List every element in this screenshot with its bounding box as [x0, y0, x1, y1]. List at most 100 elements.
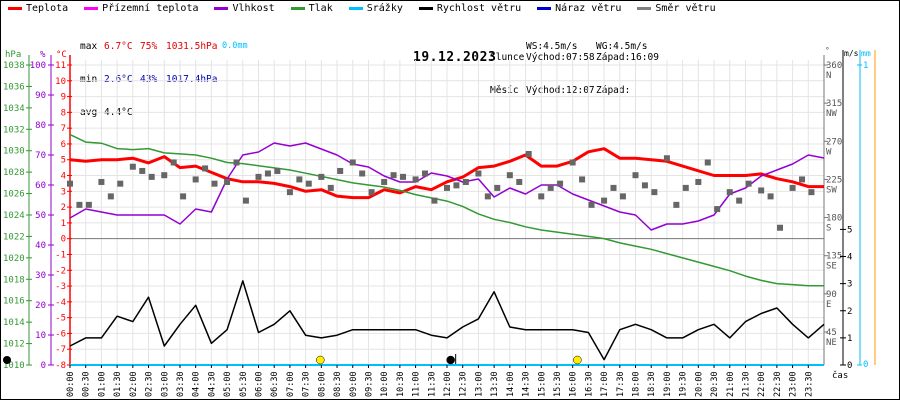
wind-speed-tick-label: 5 [847, 225, 852, 235]
legend-swatch [637, 7, 652, 10]
direction-point [641, 182, 648, 189]
direction-point [192, 176, 199, 183]
direction-point [390, 172, 397, 179]
direction-point [682, 184, 689, 191]
x-tick-label: 23:00 [789, 371, 799, 397]
x-tick-label: 09:30 [364, 371, 374, 397]
direction-point [381, 178, 388, 185]
legend-label: Vlhkost [232, 3, 275, 14]
x-tick-label: 12:30 [459, 371, 469, 397]
direction-point [808, 189, 815, 196]
pressure-tick-label: 1012 [3, 340, 25, 350]
x-tick-label: 10:00 [380, 371, 390, 397]
min-pressure: 1017.4hPa [166, 74, 218, 85]
direction-point [494, 184, 501, 191]
direction-point [695, 178, 702, 185]
x-tick-label: 14:30 [522, 371, 532, 397]
temperature-tick-label: -2 [55, 266, 66, 276]
legend-swatch [418, 7, 433, 10]
direction-point [767, 193, 774, 200]
temperature-tick-label: 3 [61, 187, 66, 197]
pressure-tick-label: 1032 [3, 125, 25, 135]
direction-tick-label: 45 [826, 328, 837, 338]
moonrise-time: Východ:12:07 [526, 85, 595, 96]
max-temp: 6.7°C [104, 41, 133, 52]
x-tick-label: 15:30 [553, 371, 563, 397]
direction-point [484, 193, 491, 200]
direction-point [327, 184, 334, 191]
teplota-line [69, 147, 824, 200]
direction-point [714, 206, 721, 213]
wind-speed-tick-label: 4 [847, 253, 852, 263]
direction-point [745, 180, 752, 187]
legend-label: Rychlost větru [436, 3, 522, 14]
pressure-tick-label: 1024 [3, 211, 25, 221]
wind-speed-tick-label: 1 [847, 334, 852, 344]
rain-tick-label: 0 [863, 360, 868, 370]
legend-item: Tlak [290, 3, 333, 14]
direction-tick-label: 225 [826, 175, 842, 185]
pressure-tick-label: 1022 [3, 232, 25, 242]
direction-point [286, 189, 293, 196]
max-rain: 0.0mm [222, 41, 248, 51]
moonrise-marker [446, 355, 455, 365]
x-tick-label: 05:00 [223, 371, 233, 397]
x-tick-label: 11:30 [427, 371, 437, 397]
direction-tick-name: SW [826, 185, 837, 195]
pressure-tick-label: 1016 [3, 297, 25, 307]
direction-point [422, 170, 429, 177]
sunset-marker [573, 355, 582, 365]
direction-point [547, 184, 554, 191]
legend-label: Směr větru [655, 3, 716, 14]
temperature-tick-label: 8 [61, 108, 66, 118]
pressure-tick-label: 1026 [3, 190, 25, 200]
wind-speed-axis-label: m/s [844, 49, 859, 58]
x-tick-label: 17:00 [600, 371, 610, 397]
direction-point [789, 184, 796, 191]
x-tick-label: 14:00 [506, 371, 516, 397]
x-tick-label: 23:30 [804, 371, 814, 397]
direction-tick-name: S [826, 224, 831, 234]
sun-label: Slunce [490, 52, 525, 63]
direction-point [588, 201, 595, 208]
x-tick-label: 20:00 [694, 371, 704, 397]
direction-point [516, 178, 523, 185]
x-tick-label: 07:30 [302, 371, 312, 397]
direction-point [453, 182, 460, 189]
direction-point [242, 197, 249, 204]
wind-speed-tick-label: 3 [847, 280, 852, 290]
humidity-tick-label: 90 [35, 91, 46, 101]
moon-icon [3, 356, 11, 364]
direction-point [129, 163, 136, 170]
legend-label: Srážky [366, 3, 403, 14]
direction-point [663, 155, 670, 162]
x-tick-label: 10:30 [396, 371, 406, 397]
vlhkost-line [69, 142, 825, 231]
temperature-axis-label: °C [56, 50, 67, 60]
direction-point [264, 170, 271, 177]
direction-axis-label: ° [825, 46, 830, 55]
direction-point [202, 165, 209, 172]
temperature-tick-label: -8 [55, 361, 66, 371]
legend-label: Náraz větru [555, 3, 622, 14]
x-tick-label: 08:30 [333, 371, 343, 397]
direction-tick-name: N [826, 71, 831, 81]
legend-item: Vlhkost [214, 3, 275, 14]
direction-point [170, 159, 177, 166]
direction-point [98, 178, 105, 185]
temperature-tick-label: 1 [61, 219, 66, 229]
direction-point [85, 201, 92, 208]
stats-max-label: max [80, 41, 98, 52]
rychlost-vetru-line [69, 280, 825, 361]
temperature-tick-label: -4 [55, 298, 66, 308]
legend: Teplota Přízemní teplota Vlhkost Tlak Srážky… [8, 3, 716, 14]
x-tick-label: 20:30 [710, 371, 720, 397]
pressure-tick-label: 1038 [3, 61, 25, 71]
pressure-tick-label: 1014 [3, 318, 25, 328]
legend-swatch [537, 7, 552, 10]
x-tick-label: 01:30 [113, 371, 123, 397]
x-tick-label: 06:30 [270, 371, 280, 397]
x-tick-label: 18:30 [647, 371, 657, 397]
x-tick-label: 17:30 [616, 371, 626, 397]
direction-tick-label: 135 [826, 252, 842, 262]
